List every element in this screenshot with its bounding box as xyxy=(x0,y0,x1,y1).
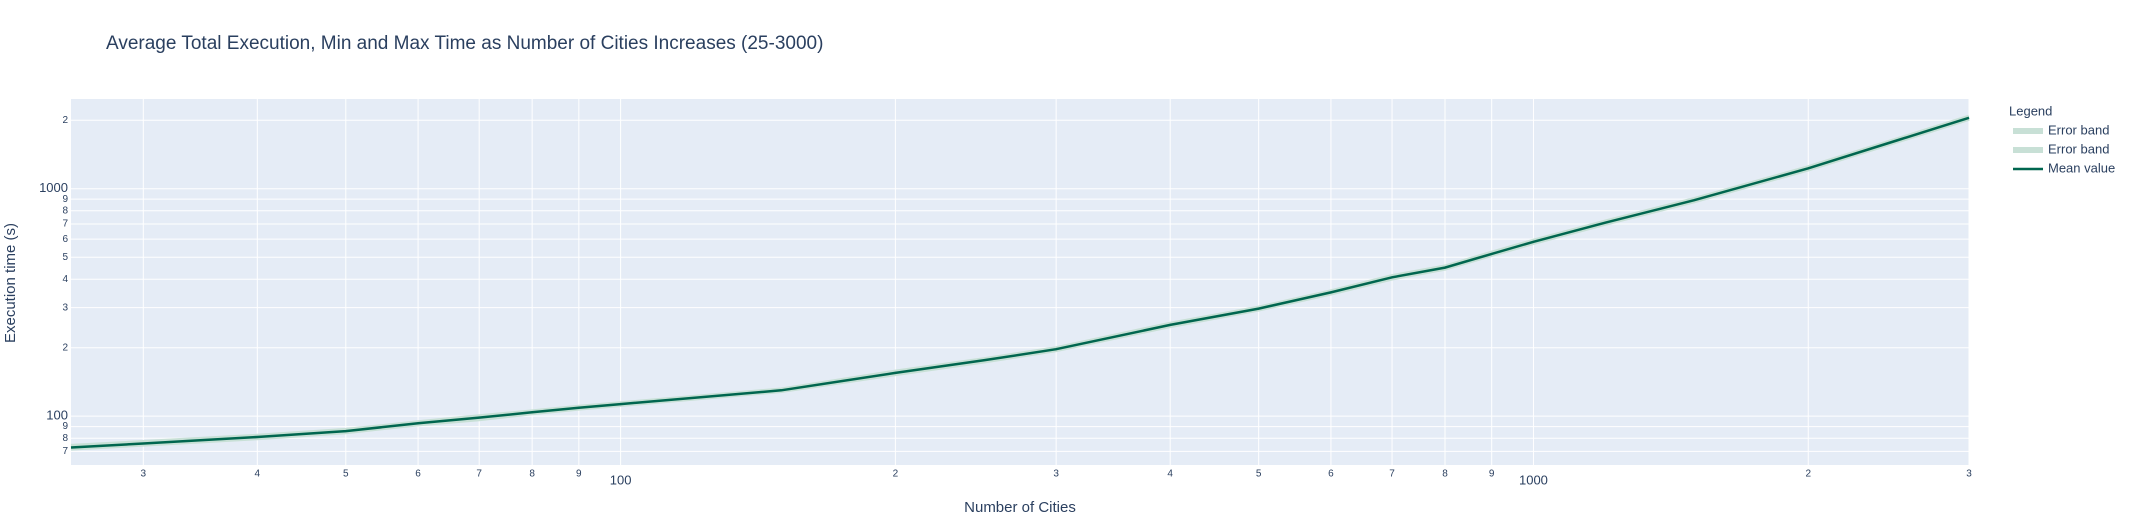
x-tick-label: 7 xyxy=(476,469,482,480)
y-axis-title: Execution time (s) xyxy=(2,223,19,343)
y-tick-label: 6 xyxy=(62,234,68,245)
x-tick-label: 4 xyxy=(1167,469,1173,480)
plot-background xyxy=(71,99,1969,465)
legend-label: Error band xyxy=(2048,141,2109,156)
y-tick-label: 2 xyxy=(62,342,68,353)
x-tick-label: 3 xyxy=(141,469,147,480)
y-tick-label: 100 xyxy=(46,408,68,423)
x-tick-label: 9 xyxy=(1489,469,1495,480)
legend-title: Legend xyxy=(2009,103,2052,118)
x-tick-label: 3 xyxy=(1966,469,1972,480)
chart-title: Average Total Execution, Min and Max Tim… xyxy=(106,33,823,54)
y-tick-label: 1000 xyxy=(39,180,68,195)
legend-label: Error band xyxy=(2048,122,2109,137)
y-tick-label: 2 xyxy=(62,115,68,126)
y-tick-label: 3 xyxy=(62,302,68,313)
x-tick-label: 8 xyxy=(529,469,535,480)
x-tick-label: 2 xyxy=(1805,469,1811,480)
x-tick-label: 8 xyxy=(1442,469,1448,480)
x-tick-label: 6 xyxy=(415,469,421,480)
x-tick-label: 2 xyxy=(893,469,899,480)
y-tick-label: 4 xyxy=(62,274,68,285)
x-tick-label: 4 xyxy=(255,469,261,480)
y-tick-label: 7 xyxy=(62,219,68,230)
x-tick-label: 9 xyxy=(576,469,582,480)
x-tick-label: 6 xyxy=(1328,469,1334,480)
x-tick-label: 5 xyxy=(343,469,349,480)
x-tick-label: 7 xyxy=(1389,469,1395,480)
y-tick-label: 9 xyxy=(62,421,68,432)
x-tick-label: 5 xyxy=(1256,469,1262,480)
y-tick-label: 7 xyxy=(62,446,68,457)
y-tick-label: 8 xyxy=(62,433,68,444)
legend-label: Mean value xyxy=(2048,160,2115,175)
mean-line xyxy=(70,116,1970,449)
x-tick-label: 1000 xyxy=(1519,472,1548,487)
y-tick-label: 5 xyxy=(62,252,68,263)
x-tick-label: 3 xyxy=(1053,469,1059,480)
x-tick-label: 100 xyxy=(610,472,632,487)
y-tick-label: 9 xyxy=(62,194,68,205)
y-tick-label: 8 xyxy=(62,205,68,216)
x-axis-title: Number of Cities xyxy=(964,499,1076,516)
